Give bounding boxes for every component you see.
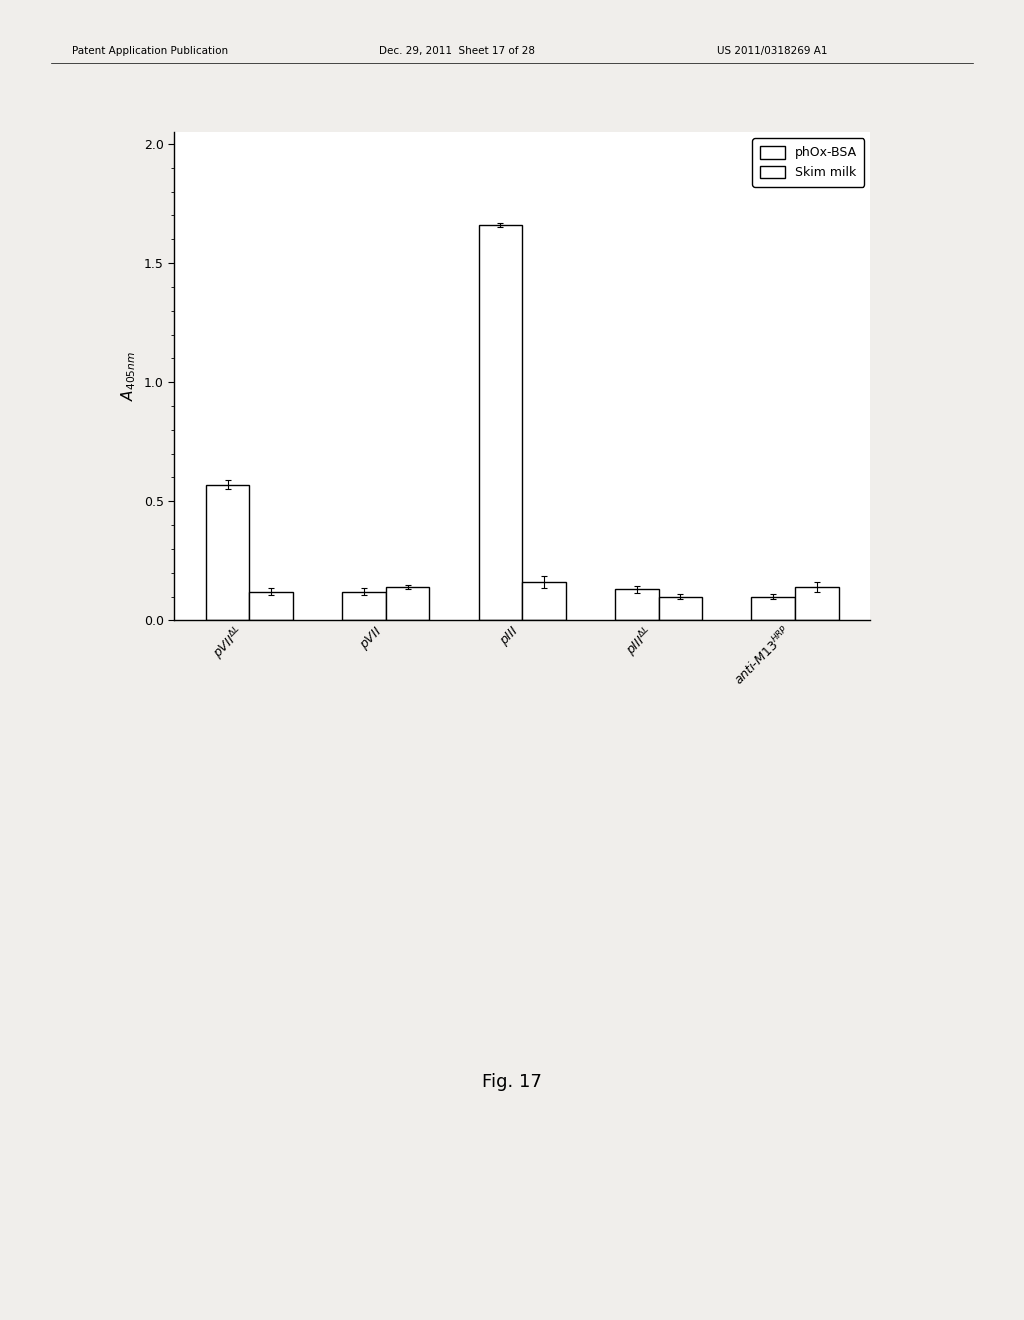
Bar	[342, 591, 386, 620]
Text: Fig. 17: Fig. 17	[482, 1073, 542, 1092]
Bar	[615, 590, 658, 620]
Text: Patent Application Publication: Patent Application Publication	[72, 46, 227, 57]
Text: US 2011/0318269 A1: US 2011/0318269 A1	[717, 46, 827, 57]
Bar	[250, 591, 293, 620]
Bar	[658, 597, 702, 620]
Bar	[478, 224, 522, 620]
Bar	[795, 587, 839, 620]
Bar	[206, 484, 250, 620]
Bar	[386, 587, 429, 620]
Text: Dec. 29, 2011  Sheet 17 of 28: Dec. 29, 2011 Sheet 17 of 28	[379, 46, 535, 57]
Legend: phOx-BSA, Skim milk: phOx-BSA, Skim milk	[752, 139, 864, 186]
Y-axis label: $A_{405nm}$: $A_{405nm}$	[120, 351, 138, 401]
Bar	[522, 582, 566, 620]
Bar	[752, 597, 795, 620]
